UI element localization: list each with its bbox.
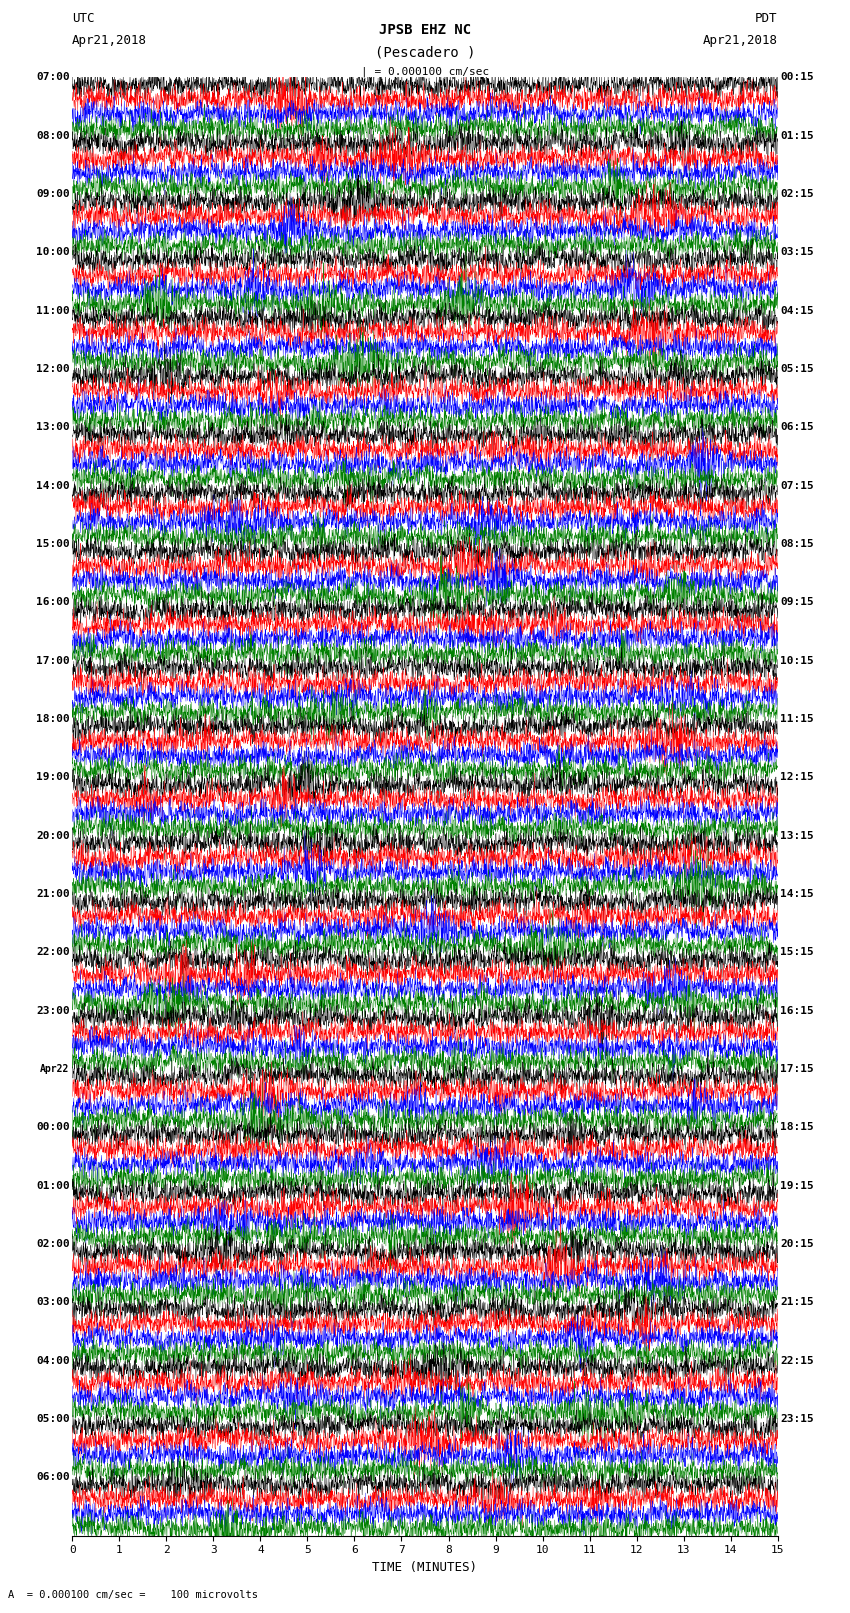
Text: 00:15: 00:15 [780, 73, 814, 82]
Text: 03:15: 03:15 [780, 247, 814, 258]
Text: 11:00: 11:00 [36, 306, 70, 316]
Text: 09:00: 09:00 [36, 189, 70, 198]
Text: Apr21,2018: Apr21,2018 [72, 34, 147, 47]
Text: 14:15: 14:15 [780, 889, 814, 898]
Text: 20:15: 20:15 [780, 1239, 814, 1248]
Text: Apr21,2018: Apr21,2018 [703, 34, 778, 47]
Text: 15:00: 15:00 [36, 539, 70, 548]
Text: 15:15: 15:15 [780, 947, 814, 957]
Text: 22:00: 22:00 [36, 947, 70, 957]
Text: 22:15: 22:15 [780, 1355, 814, 1366]
X-axis label: TIME (MINUTES): TIME (MINUTES) [372, 1561, 478, 1574]
Text: UTC: UTC [72, 11, 94, 24]
Text: 18:00: 18:00 [36, 715, 70, 724]
Text: 12:15: 12:15 [780, 773, 814, 782]
Text: 16:15: 16:15 [780, 1005, 814, 1016]
Text: 04:15: 04:15 [780, 306, 814, 316]
Text: 08:15: 08:15 [780, 539, 814, 548]
Text: 04:00: 04:00 [36, 1355, 70, 1366]
Text: | = 0.000100 cm/sec: | = 0.000100 cm/sec [361, 66, 489, 77]
Text: 19:15: 19:15 [780, 1181, 814, 1190]
Text: PDT: PDT [756, 11, 778, 24]
Text: 10:15: 10:15 [780, 656, 814, 666]
Text: 20:00: 20:00 [36, 831, 70, 840]
Text: 09:15: 09:15 [780, 597, 814, 608]
Text: 13:15: 13:15 [780, 831, 814, 840]
Text: 07:00: 07:00 [36, 73, 70, 82]
Text: A  = 0.000100 cm/sec =    100 microvolts: A = 0.000100 cm/sec = 100 microvolts [8, 1590, 258, 1600]
Text: 23:15: 23:15 [780, 1415, 814, 1424]
Text: 17:00: 17:00 [36, 656, 70, 666]
Text: 10:00: 10:00 [36, 247, 70, 258]
Text: 02:00: 02:00 [36, 1239, 70, 1248]
Text: 06:15: 06:15 [780, 423, 814, 432]
Text: 19:00: 19:00 [36, 773, 70, 782]
Text: 17:15: 17:15 [780, 1065, 814, 1074]
Text: 18:15: 18:15 [780, 1123, 814, 1132]
Text: JPSB EHZ NC: JPSB EHZ NC [379, 23, 471, 37]
Text: 01:15: 01:15 [780, 131, 814, 140]
Text: Apr22: Apr22 [40, 1065, 70, 1074]
Text: 21:15: 21:15 [780, 1297, 814, 1307]
Text: (Pescadero ): (Pescadero ) [375, 45, 475, 60]
Text: 01:00: 01:00 [36, 1181, 70, 1190]
Text: 06:00: 06:00 [36, 1473, 70, 1482]
Text: 05:15: 05:15 [780, 365, 814, 374]
Text: 07:15: 07:15 [780, 481, 814, 490]
Text: 02:15: 02:15 [780, 189, 814, 198]
Text: 00:00: 00:00 [36, 1123, 70, 1132]
Text: 16:00: 16:00 [36, 597, 70, 608]
Text: 13:00: 13:00 [36, 423, 70, 432]
Text: 12:00: 12:00 [36, 365, 70, 374]
Text: 23:00: 23:00 [36, 1005, 70, 1016]
Text: 21:00: 21:00 [36, 889, 70, 898]
Text: 03:00: 03:00 [36, 1297, 70, 1307]
Text: 05:00: 05:00 [36, 1415, 70, 1424]
Text: 14:00: 14:00 [36, 481, 70, 490]
Text: 11:15: 11:15 [780, 715, 814, 724]
Text: 08:00: 08:00 [36, 131, 70, 140]
